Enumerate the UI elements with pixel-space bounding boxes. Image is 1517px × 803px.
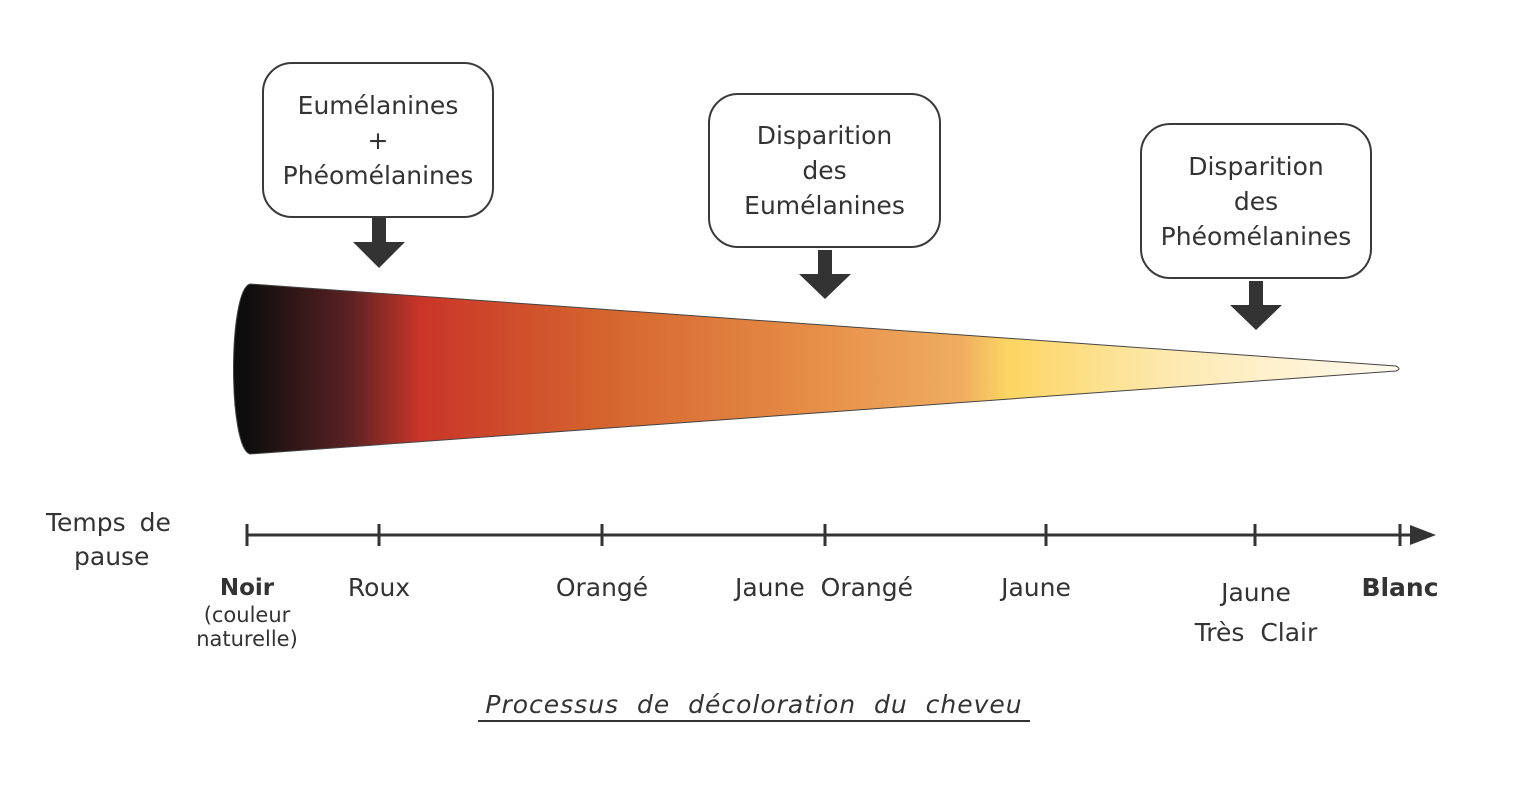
stage-label-text: Très Clair <box>1194 618 1318 647</box>
callout-line: Disparition <box>756 121 893 150</box>
stage-label-jaune-orange: Jaune Orangé <box>714 573 934 603</box>
hair-strand-shape <box>233 283 1400 455</box>
axis-title-line: pause <box>74 542 150 571</box>
axis-ticks <box>245 524 1402 546</box>
stage-label-blanc: Blanc <box>1350 573 1450 603</box>
axis-title-line: Temps de <box>46 508 171 537</box>
stage-label-orange: Orangé <box>532 573 672 603</box>
callout-line: des <box>1233 186 1279 216</box>
stage-label-text: Jaune <box>1001 573 1071 602</box>
stage-note-line: (couleur <box>203 603 291 627</box>
arrow-down-icon <box>1230 281 1282 330</box>
callout-disparition-pheomelanines: Disparition des Phéomélanines <box>1140 123 1372 279</box>
axis-arrowhead-icon <box>1410 525 1436 545</box>
callout-disparition-eumelanines: Disparition des Eumélanines <box>708 93 941 248</box>
stage-label-text: Jaune <box>1221 578 1291 607</box>
stage-note-line: naturelle) <box>196 627 298 651</box>
callout-line: Eumélanines <box>744 191 905 220</box>
arrow-down-icon <box>353 218 405 268</box>
callout-line: Eumélanines <box>297 90 459 120</box>
callout-line: des <box>802 156 847 185</box>
stage-label-text: Blanc <box>1361 573 1439 602</box>
axis-title: Temps de pause <box>46 506 171 574</box>
stage-label-noir: Noir (couleur naturelle) <box>187 573 307 651</box>
arrow-down-icon <box>799 250 851 299</box>
stage-label-text: Orangé <box>555 573 649 602</box>
callout-line: Disparition <box>1188 151 1324 181</box>
callout-line: Phéomélanines <box>282 160 474 190</box>
callout-line: + <box>367 125 389 155</box>
stage-label-text: Jaune Orangé <box>734 573 914 602</box>
diagram-caption: Processus de décoloration du cheveu <box>478 690 1030 722</box>
callout-eumelanines-pheomelanines: Eumélanines + Phéomélanines <box>262 62 494 218</box>
stage-label-jaune-tres-clair: Jaune Très Clair <box>1170 573 1342 653</box>
stage-label-text: Noir <box>219 575 275 601</box>
stage-label-text: Roux <box>347 573 411 602</box>
stage-label-jaune: Jaune <box>976 573 1096 603</box>
callout-line: Phéomélanines <box>1160 221 1352 251</box>
stage-label-roux: Roux <box>319 573 439 603</box>
